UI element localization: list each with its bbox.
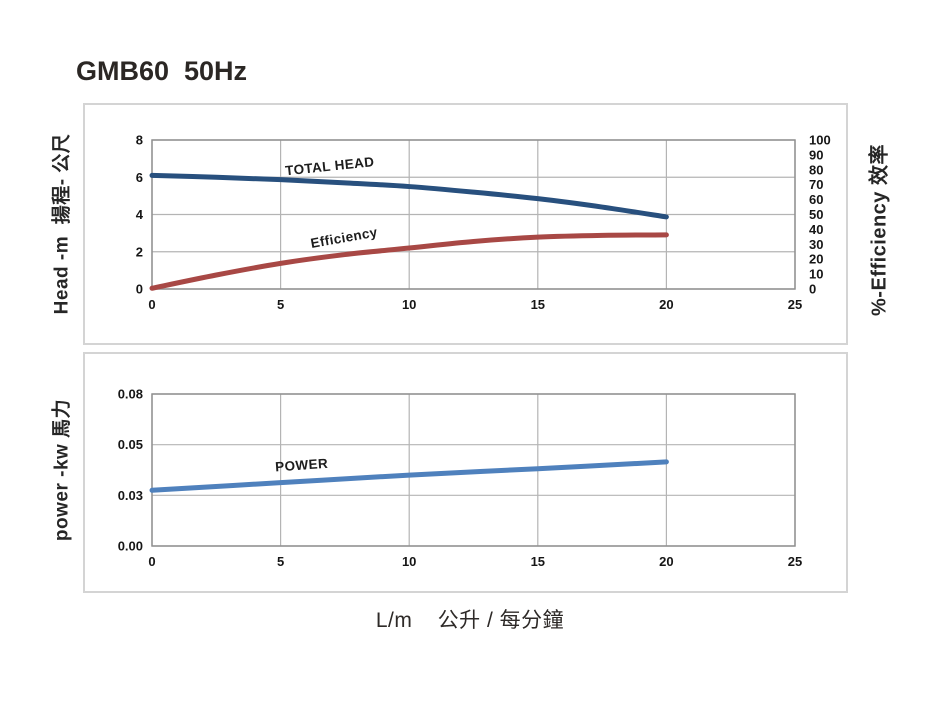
power-axis-label: power -kw 馬力 [51, 398, 73, 542]
y-tick-label: 6 [136, 170, 143, 185]
plot-area: 0.00 0.03 0.05 0.08 0 5 10 15 20 25 POWER [118, 387, 803, 570]
right-y-tick-label: 10 [809, 267, 823, 282]
x-tick-label: 0 [148, 554, 155, 569]
y-tick-label: 0.05 [118, 437, 143, 452]
x-tick-label: 5 [277, 554, 284, 569]
right-y-tick-label: 30 [809, 237, 823, 252]
y-tick-label: 0.00 [118, 539, 143, 554]
x-tick-label: 10 [402, 554, 416, 569]
y-tick-label: 2 [136, 244, 143, 259]
right-y-tick-label: 40 [809, 222, 823, 237]
y-tick-label: 0.03 [118, 488, 143, 503]
y-tick-label: 0 [136, 282, 143, 297]
x-tick-label: 5 [277, 297, 284, 312]
x-tick-label: 20 [659, 554, 673, 569]
plot-border [151, 393, 796, 547]
right-y-tick-label: 70 [809, 177, 823, 192]
power-chart: 0.00 0.03 0.05 0.08 0 5 10 15 20 25 POWER [118, 387, 803, 570]
x-tick-label: 20 [659, 297, 673, 312]
power-chart-box: 0.00 0.03 0.05 0.08 0 5 10 15 20 25 POWER [83, 352, 848, 593]
x-tick-label: 10 [402, 297, 416, 312]
y-tick-label: 4 [136, 207, 144, 222]
plot-border [151, 139, 796, 290]
right-y-tick-label: 80 [809, 162, 823, 177]
right-y-tick-label: 90 [809, 147, 823, 162]
right-y-tick-label: 100 [809, 133, 831, 148]
x-tick-label: 25 [788, 554, 802, 569]
flow-axis-label: L/m 公升 / 每分鐘 [375, 609, 565, 632]
head-axis-label: Head -m 揚程- 公尺 [51, 133, 73, 315]
efficiency-curve-label: Efficiency [309, 224, 378, 251]
efficiency-axis-label: %-Efficiency 效率 [868, 144, 891, 316]
efficiency-curve [149, 232, 669, 291]
total-head-curve [149, 172, 669, 220]
power-curve-label: POWER [275, 456, 329, 475]
total-head-curve-label: TOTAL HEAD [284, 154, 375, 178]
power-curve [149, 459, 669, 493]
right-y-tick-label: 0 [809, 282, 816, 297]
right-y-tick-label: 50 [809, 207, 823, 222]
head-efficiency-chart-box: 0 2 4 6 8 0 10 20 30 40 50 60 70 80 90 100 0 5 10 15 20 25 TOT… [83, 103, 848, 345]
x-tick-label: 0 [148, 297, 155, 312]
chart-title: GMB60 50Hz [76, 56, 248, 86]
right-y-tick-label: 60 [809, 192, 823, 207]
y-tick-label: 8 [136, 133, 143, 148]
x-tick-label: 25 [788, 297, 802, 312]
x-tick-label: 15 [531, 297, 545, 312]
x-tick-label: 15 [531, 554, 545, 569]
right-y-tick-label: 20 [809, 252, 823, 267]
y-tick-label: 0.08 [118, 387, 143, 402]
